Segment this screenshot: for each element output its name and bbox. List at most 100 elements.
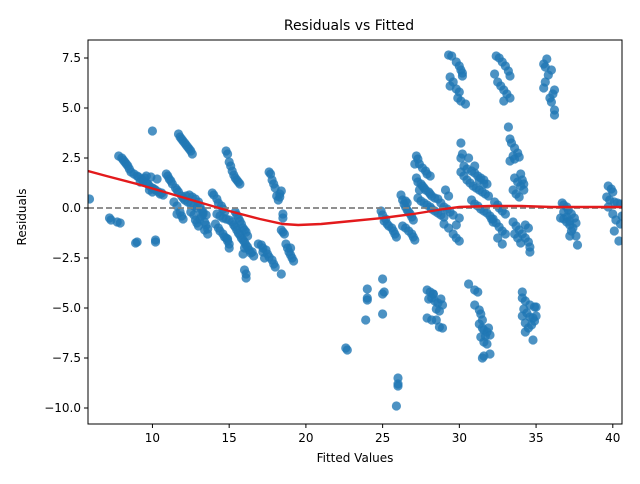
data-point — [425, 171, 435, 181]
chart-title: Residuals vs Fitted — [284, 18, 414, 34]
data-point — [549, 110, 560, 120]
axes: 10 15 20 25 30 35 40 −10.0 −7.5 −5.0 −2.5 0.0 2.5 5.0… — [44, 39, 623, 445]
data-point — [464, 279, 474, 289]
data-point — [479, 179, 489, 189]
plot-content — [88, 50, 622, 411]
data-point — [456, 138, 466, 148]
data-point — [378, 289, 388, 299]
y-tick-label: 0.0 — [62, 201, 81, 215]
data-point — [565, 231, 575, 241]
data-point — [608, 187, 618, 197]
data-point — [414, 185, 424, 195]
data-point — [519, 179, 529, 189]
data-point — [289, 256, 299, 266]
y-tick-label: −7.5 — [52, 351, 81, 365]
data-point — [505, 71, 515, 81]
x-axis-label: Fitted Values — [317, 451, 394, 465]
data-point — [223, 234, 233, 244]
data-point — [572, 240, 583, 250]
data-point — [617, 211, 622, 221]
data-point — [270, 262, 280, 272]
data-point — [615, 219, 622, 229]
data-point — [531, 302, 541, 312]
data-point — [189, 210, 199, 220]
data-point — [546, 65, 557, 75]
data-point — [454, 236, 464, 246]
data-point — [479, 351, 489, 361]
smoothing-line — [88, 169, 622, 227]
data-point — [342, 345, 352, 355]
data-point — [464, 153, 474, 163]
data-point — [460, 99, 471, 109]
data-point — [410, 235, 420, 245]
data-point — [531, 311, 541, 321]
data-point — [402, 198, 412, 208]
data-point — [542, 54, 552, 64]
data-point — [480, 331, 490, 341]
data-point — [500, 229, 510, 239]
y-tick-label: 5.0 — [62, 101, 81, 115]
x-tick-label: 20 — [298, 431, 313, 445]
y-tick-label: −5.0 — [52, 301, 81, 315]
data-point — [454, 213, 464, 223]
data-point — [490, 69, 500, 79]
data-point — [514, 192, 524, 202]
data-point — [609, 226, 619, 236]
data-point — [523, 223, 534, 233]
data-point — [439, 212, 449, 222]
data-point — [428, 289, 438, 299]
data-point — [150, 237, 161, 247]
data-point — [241, 273, 251, 283]
data-point — [546, 97, 557, 107]
data-point — [391, 401, 401, 411]
data-point — [499, 96, 509, 106]
data-point — [362, 284, 372, 294]
data-point — [482, 339, 492, 349]
data-point — [88, 194, 95, 204]
data-point — [503, 122, 513, 132]
x-tick-label: 40 — [605, 431, 620, 445]
plot-area — [88, 50, 622, 411]
data-point — [286, 243, 296, 253]
data-point — [200, 225, 210, 235]
data-point — [473, 287, 483, 297]
data-point — [525, 247, 535, 257]
data-point — [279, 229, 289, 239]
data-point — [444, 191, 454, 201]
data-point — [483, 323, 494, 333]
x-tick-label: 30 — [452, 431, 467, 445]
data-point — [408, 215, 418, 225]
data-point — [152, 174, 162, 184]
data-point — [437, 323, 448, 333]
data-point — [457, 68, 467, 78]
x-tick-label: 15 — [222, 431, 237, 445]
y-tick-label: 2.5 — [62, 151, 81, 165]
data-point — [520, 327, 530, 337]
data-point — [235, 179, 245, 189]
data-point — [131, 238, 141, 248]
data-point — [362, 295, 372, 305]
data-point — [235, 216, 245, 226]
data-point — [431, 315, 441, 325]
data-point — [378, 309, 388, 319]
data-point — [141, 171, 151, 181]
y-axis-label: Residuals — [15, 189, 29, 246]
data-point — [500, 209, 510, 219]
data-point — [187, 149, 197, 159]
x-tick-label: 25 — [375, 431, 390, 445]
plot-frame — [87, 39, 623, 425]
data-point — [239, 225, 250, 235]
data-point — [259, 253, 270, 263]
x-tick-label: 35 — [528, 431, 543, 445]
data-point — [539, 83, 549, 93]
data-point — [223, 149, 233, 159]
data-point — [361, 315, 371, 325]
data-point — [247, 247, 257, 257]
data-point — [393, 381, 403, 391]
data-point — [276, 269, 286, 279]
x-tick-label: 10 — [145, 431, 160, 445]
data-point — [470, 161, 480, 171]
data-point — [178, 214, 188, 224]
